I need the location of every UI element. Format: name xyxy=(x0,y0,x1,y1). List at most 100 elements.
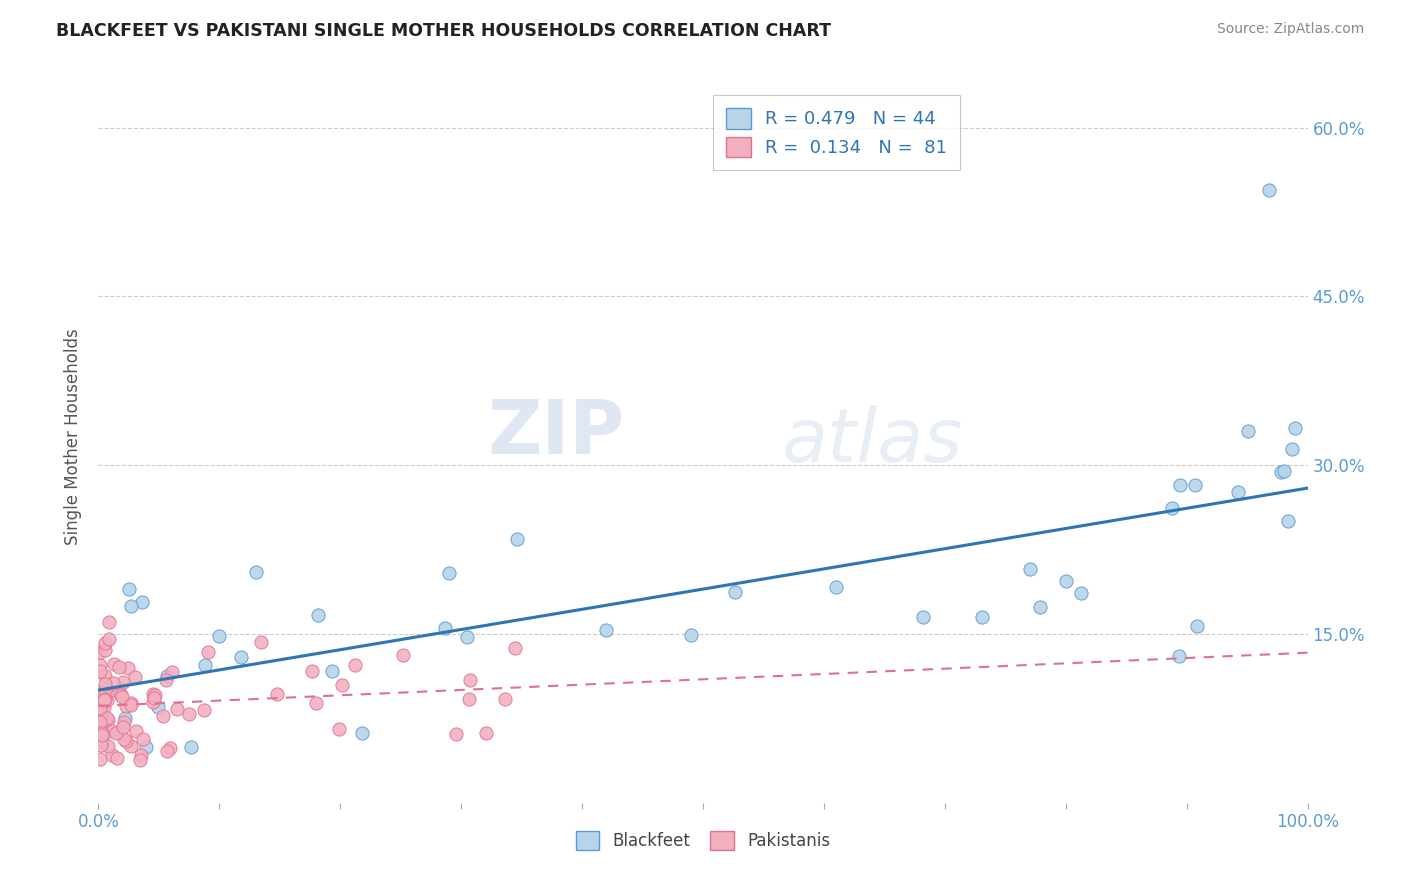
Point xyxy=(1257,182,1279,196)
Point xyxy=(249,635,271,649)
Point xyxy=(1168,478,1191,492)
Y-axis label: Single Mother Households: Single Mother Households xyxy=(63,329,82,545)
Point xyxy=(1270,466,1292,480)
Point xyxy=(89,658,111,673)
Point xyxy=(1168,648,1191,663)
Point xyxy=(111,690,134,704)
Point xyxy=(89,664,111,678)
Point xyxy=(143,688,166,702)
Point xyxy=(180,739,202,754)
Point xyxy=(177,707,200,722)
Point xyxy=(96,692,118,706)
Point xyxy=(1184,478,1206,492)
Point xyxy=(1272,464,1295,478)
Point xyxy=(156,669,179,683)
Point xyxy=(107,659,129,673)
Point xyxy=(100,748,122,763)
Point xyxy=(166,702,188,716)
Point xyxy=(97,615,120,629)
Point xyxy=(350,726,373,740)
Point xyxy=(91,717,114,731)
Point xyxy=(104,726,127,740)
Point xyxy=(94,636,117,650)
Point xyxy=(1284,421,1306,435)
Point xyxy=(94,681,117,695)
Point xyxy=(197,645,219,659)
Point xyxy=(824,580,846,594)
Point xyxy=(1281,442,1303,456)
Point xyxy=(89,684,111,698)
Point xyxy=(101,676,124,690)
Point xyxy=(475,726,498,740)
Point xyxy=(1029,600,1052,615)
Point xyxy=(105,751,128,765)
Point xyxy=(1187,619,1209,633)
Point xyxy=(93,676,115,690)
Point xyxy=(124,670,146,684)
Point xyxy=(1070,586,1092,600)
Point xyxy=(100,723,122,738)
Point xyxy=(89,702,111,716)
Point xyxy=(437,566,460,580)
Text: ZIP: ZIP xyxy=(486,397,624,470)
Point xyxy=(444,726,467,740)
Point xyxy=(193,703,215,717)
Point xyxy=(458,673,481,688)
Point xyxy=(146,699,169,714)
Point xyxy=(131,595,153,609)
Point xyxy=(120,697,142,711)
Point xyxy=(93,643,115,657)
Point xyxy=(143,691,166,706)
Point xyxy=(724,584,747,599)
Point xyxy=(328,722,350,736)
Point xyxy=(103,657,125,671)
Point xyxy=(229,649,252,664)
Point xyxy=(194,658,217,673)
Point xyxy=(93,714,115,728)
Point xyxy=(135,739,157,754)
Point xyxy=(112,674,135,689)
Point xyxy=(155,744,177,758)
Point xyxy=(1226,485,1249,500)
Point xyxy=(308,607,330,622)
Point xyxy=(114,733,136,747)
Point xyxy=(456,630,478,644)
Point xyxy=(125,724,148,739)
Text: BLACKFEET VS PAKISTANI SINGLE MOTHER HOUSEHOLDS CORRELATION CHART: BLACKFEET VS PAKISTANI SINGLE MOTHER HOU… xyxy=(56,22,831,40)
Point xyxy=(159,740,181,755)
Point xyxy=(89,645,111,659)
Point xyxy=(970,610,993,624)
Point xyxy=(321,664,343,678)
Point xyxy=(911,610,934,624)
Point xyxy=(93,691,115,706)
Point xyxy=(94,689,117,703)
Point xyxy=(90,739,112,753)
Point xyxy=(89,726,111,740)
Point xyxy=(112,732,135,747)
Point xyxy=(94,669,117,683)
Point xyxy=(97,632,120,647)
Point xyxy=(114,711,136,725)
Point xyxy=(266,687,288,701)
Point xyxy=(155,673,177,688)
Point xyxy=(595,623,617,637)
Point xyxy=(97,739,120,753)
Legend: Blackfeet, Pakistanis: Blackfeet, Pakistanis xyxy=(569,824,837,856)
Point xyxy=(120,739,142,753)
Point xyxy=(89,715,111,730)
Point xyxy=(120,599,142,613)
Point xyxy=(89,752,111,766)
Point xyxy=(160,665,183,679)
Point xyxy=(344,658,367,673)
Point xyxy=(505,641,527,656)
Point xyxy=(245,565,267,579)
Point xyxy=(1277,514,1299,528)
Point xyxy=(458,692,481,706)
Point xyxy=(494,692,516,706)
Text: Source: ZipAtlas.com: Source: ZipAtlas.com xyxy=(1216,22,1364,37)
Point xyxy=(96,711,118,725)
Point xyxy=(392,648,415,662)
Point xyxy=(108,684,131,698)
Point xyxy=(118,582,141,596)
Point xyxy=(93,693,115,707)
